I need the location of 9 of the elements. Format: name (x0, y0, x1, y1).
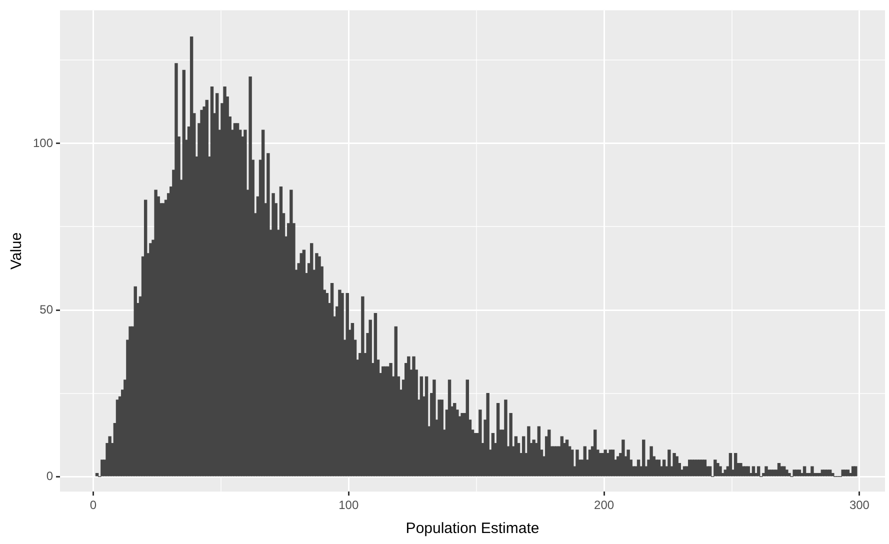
x-tick-label: 300 (849, 498, 870, 512)
y-tick-label: 50 (40, 302, 54, 316)
x-axis-title: Population Estimate (406, 520, 540, 538)
y-tick-label: 0 (46, 468, 54, 483)
x-tick-label: 0 (90, 498, 97, 512)
x-tick-label: 100 (338, 498, 359, 512)
y-tick-label: 100 (32, 136, 54, 150)
y-axis-title: Value (8, 232, 26, 270)
x-tick-label: 200 (594, 498, 614, 512)
